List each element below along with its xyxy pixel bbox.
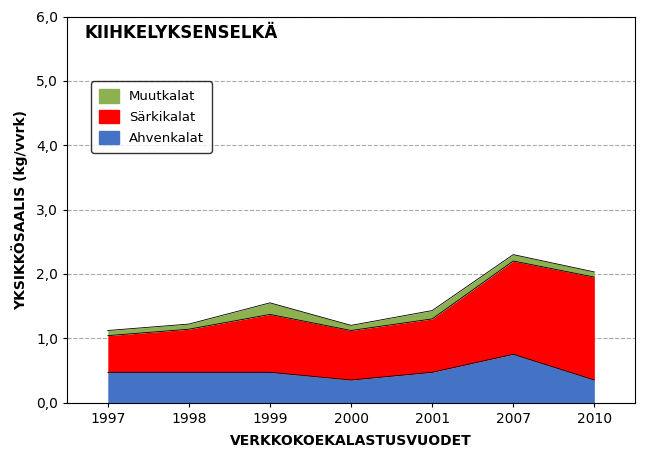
X-axis label: VERKKOKOEKALASTUSVUODET: VERKKOKOEKALASTUSVUODET bbox=[230, 434, 472, 448]
Text: KIIHKELYKSENSELKÄ: KIIHKELYKSENSELKÄ bbox=[84, 24, 278, 42]
Legend: Muutkalat, Särkikalat, Ahvenkalat: Muutkalat, Särkikalat, Ahvenkalat bbox=[91, 81, 212, 153]
Y-axis label: YKSIKKÖSAALIS (kg/vvrk): YKSIKKÖSAALIS (kg/vvrk) bbox=[11, 110, 28, 309]
